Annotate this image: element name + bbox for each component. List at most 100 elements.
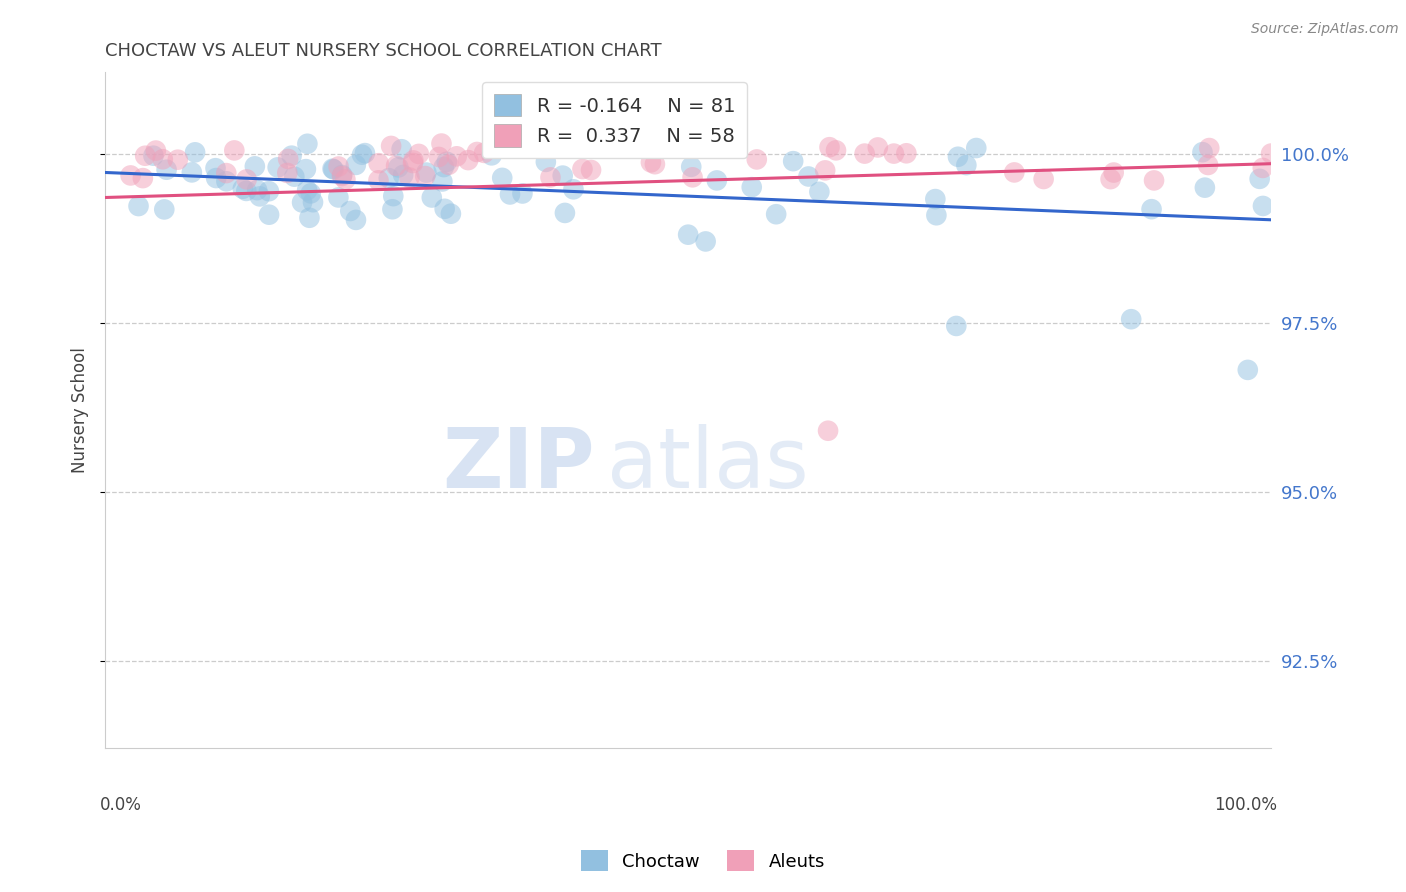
- Point: [676, 227, 699, 242]
- Point: [297, 136, 319, 151]
- Point: [249, 189, 271, 203]
- Point: [437, 158, 460, 172]
- Point: [571, 162, 593, 177]
- Point: [299, 186, 322, 201]
- Point: [204, 161, 226, 176]
- Text: ZIP: ZIP: [443, 424, 595, 505]
- Text: atlas: atlas: [606, 424, 808, 505]
- Point: [257, 208, 280, 222]
- Point: [427, 150, 450, 164]
- Point: [883, 146, 905, 161]
- Point: [866, 140, 889, 154]
- Point: [446, 149, 468, 163]
- Point: [706, 173, 728, 187]
- Point: [1236, 363, 1258, 377]
- Point: [277, 152, 299, 166]
- Point: [946, 150, 969, 164]
- Point: [145, 144, 167, 158]
- Point: [644, 157, 666, 171]
- Point: [1099, 172, 1122, 186]
- Point: [1191, 145, 1213, 160]
- Text: 100.0%: 100.0%: [1213, 796, 1277, 814]
- Point: [965, 141, 987, 155]
- Point: [782, 154, 804, 169]
- Point: [825, 144, 848, 158]
- Point: [1002, 165, 1025, 179]
- Point: [1251, 161, 1274, 175]
- Point: [1121, 312, 1143, 326]
- Point: [1260, 146, 1282, 161]
- Point: [853, 146, 876, 161]
- Point: [328, 160, 350, 174]
- Point: [235, 184, 257, 198]
- Point: [381, 202, 404, 217]
- Point: [402, 156, 425, 170]
- Point: [391, 142, 413, 156]
- Point: [180, 165, 202, 179]
- Point: [436, 154, 458, 169]
- Point: [142, 149, 165, 163]
- Text: Source: ZipAtlas.com: Source: ZipAtlas.com: [1251, 22, 1399, 37]
- Point: [257, 184, 280, 198]
- Point: [335, 172, 357, 186]
- Point: [924, 192, 946, 206]
- Point: [382, 189, 405, 203]
- Point: [432, 174, 454, 188]
- Point: [551, 169, 574, 183]
- Point: [344, 158, 367, 172]
- Point: [392, 168, 415, 182]
- Legend: Choctaw, Aleuts: Choctaw, Aleuts: [574, 843, 832, 879]
- Point: [512, 186, 534, 201]
- Point: [354, 146, 377, 161]
- Point: [499, 187, 522, 202]
- Point: [280, 149, 302, 163]
- Text: 0.0%: 0.0%: [100, 796, 141, 814]
- Point: [330, 169, 353, 183]
- Point: [695, 235, 717, 249]
- Point: [328, 190, 350, 204]
- Point: [330, 168, 353, 182]
- Point: [291, 195, 314, 210]
- Point: [1102, 165, 1125, 179]
- Point: [266, 161, 288, 175]
- Point: [283, 169, 305, 184]
- Point: [765, 207, 787, 221]
- Point: [440, 207, 463, 221]
- Point: [745, 153, 768, 167]
- Point: [818, 140, 841, 154]
- Point: [1251, 199, 1274, 213]
- Point: [166, 153, 188, 167]
- Point: [153, 202, 176, 217]
- Point: [925, 208, 948, 222]
- Point: [1198, 141, 1220, 155]
- Point: [402, 153, 425, 168]
- Point: [152, 153, 174, 167]
- Point: [322, 162, 344, 177]
- Point: [420, 190, 443, 204]
- Point: [896, 146, 918, 161]
- Point: [457, 153, 479, 167]
- Point: [380, 139, 402, 153]
- Point: [155, 162, 177, 177]
- Point: [433, 202, 456, 216]
- Point: [352, 147, 374, 161]
- Point: [430, 136, 453, 151]
- Point: [224, 144, 246, 158]
- Text: CHOCTAW VS ALEUT NURSERY SCHOOL CORRELATION CHART: CHOCTAW VS ALEUT NURSERY SCHOOL CORRELAT…: [105, 42, 662, 60]
- Point: [184, 145, 207, 160]
- Point: [1032, 172, 1054, 186]
- Point: [1197, 158, 1219, 172]
- Point: [408, 147, 430, 161]
- Point: [415, 165, 437, 179]
- Point: [132, 171, 155, 186]
- Point: [433, 160, 456, 174]
- Point: [465, 145, 488, 159]
- Point: [579, 163, 602, 178]
- Point: [276, 166, 298, 180]
- Point: [246, 183, 269, 197]
- Point: [491, 170, 513, 185]
- Point: [814, 163, 837, 178]
- Point: [1140, 202, 1163, 217]
- Point: [554, 206, 576, 220]
- Point: [741, 180, 763, 194]
